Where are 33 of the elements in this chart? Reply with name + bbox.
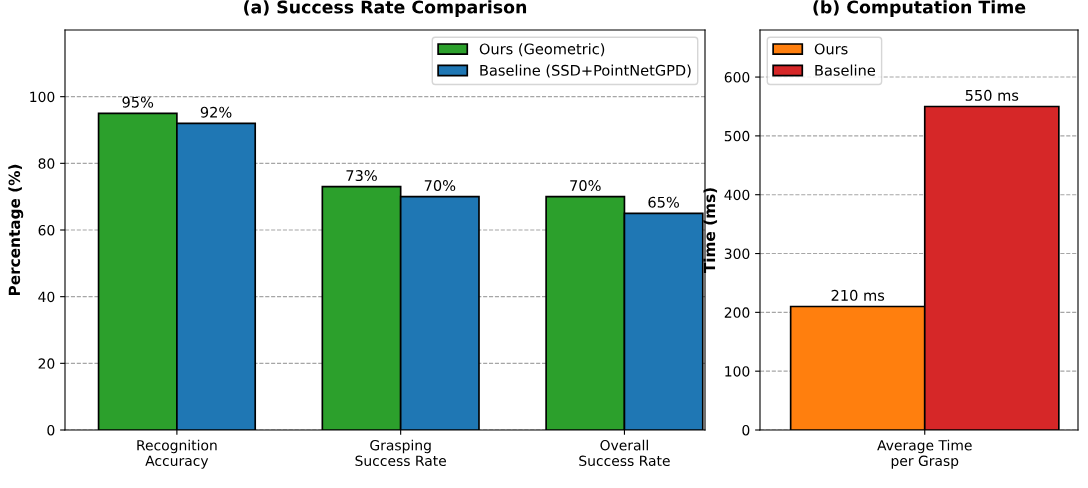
y-tick-label: 0: [47, 424, 55, 436]
y-tick-label: 100: [725, 366, 750, 377]
chart-title: (a) Success Rate Comparison: [244, 0, 527, 17]
y-tick-label: 40: [38, 291, 55, 303]
data-label: 95%: [122, 96, 154, 108]
data-label: 65%: [648, 196, 679, 208]
data-label: 210 ms: [831, 289, 885, 301]
y-tick-label: 20: [38, 358, 55, 369]
x-tick-label: Overall Success Rate: [579, 439, 670, 467]
y-tick-label: 400: [724, 189, 750, 201]
legend-label: Ours: [814, 43, 848, 55]
data-label: 550 ms: [965, 89, 1019, 101]
y-tick-label: 600: [724, 72, 750, 83]
y-tick-label: 60: [38, 224, 55, 236]
y-tick-label: 0: [742, 424, 750, 436]
data-label: 70%: [424, 180, 456, 192]
x-tick-label: Grasping Success Rate: [355, 439, 447, 467]
y-tick-label: 80: [38, 158, 55, 169]
y-tick-label: 500: [724, 130, 750, 142]
legend-label: Ours (Geometric): [479, 43, 605, 57]
x-tick-label: Recognition Accuracy: [137, 439, 217, 469]
data-label: 70%: [570, 180, 601, 192]
y-axis-title: Percentage (%): [8, 164, 24, 296]
y-tick-label: 100: [30, 91, 55, 103]
y-tick-label: 200: [724, 307, 750, 318]
legend-label: Baseline (SSD+PointNetGPD): [480, 64, 691, 78]
data-label: 92%: [200, 106, 232, 118]
chart-title: (b) Computation Time: [813, 0, 1026, 17]
x-tick-label: Average Time per Grasp: [877, 439, 972, 469]
legend-label: Baseline: [815, 64, 876, 76]
y-axis-title: Time (ms): [703, 188, 718, 274]
data-label: 73%: [346, 170, 377, 182]
y-tick-label: 300: [724, 248, 750, 259]
